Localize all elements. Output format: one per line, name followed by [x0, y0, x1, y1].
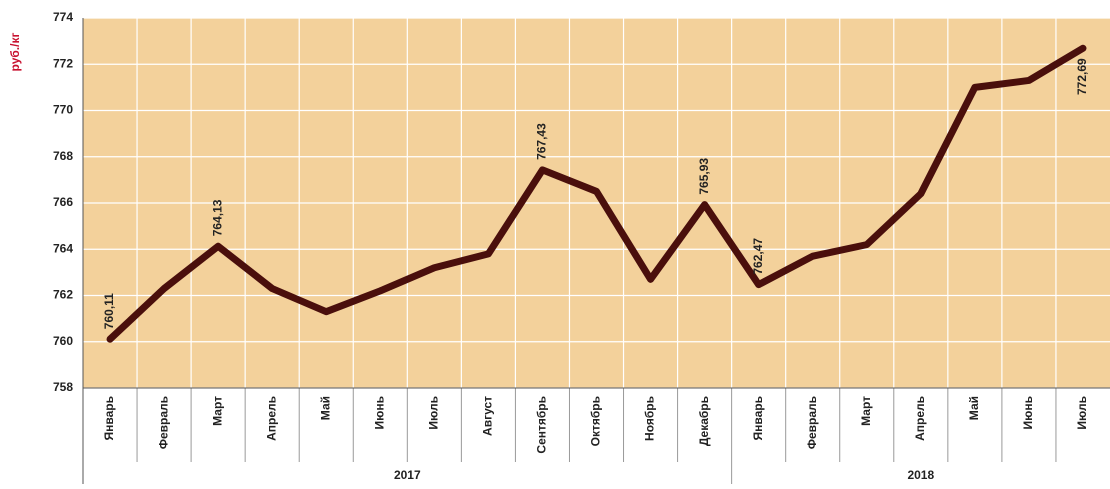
y-tick-label: 766: [53, 195, 73, 209]
data-label: 767,43: [535, 123, 549, 160]
x-tick-label: Декабрь: [697, 396, 711, 446]
data-label: 765,93: [697, 158, 711, 195]
x-tick-label: Июль: [1075, 396, 1089, 430]
x-tick-label: Апрель: [913, 396, 927, 441]
y-tick-label: 770: [53, 103, 73, 117]
year-label: 2017: [394, 468, 421, 482]
data-label: 764,13: [210, 199, 224, 236]
year-label: 2018: [907, 468, 934, 482]
x-tick-label: Апрель: [264, 396, 278, 441]
y-tick-label: 760: [53, 334, 73, 348]
x-tick-label: Май: [967, 396, 981, 420]
data-label: 772,69: [1075, 58, 1089, 95]
line: [106, 44, 1087, 343]
x-tick-label: Июнь: [1021, 396, 1035, 430]
x-tick-label: Февраль: [805, 396, 819, 449]
x-tick-label: Июль: [427, 396, 441, 430]
x-tick-label: Май: [318, 396, 332, 420]
data-label: 762,47: [751, 238, 765, 275]
data-label: 760,11: [102, 293, 116, 329]
y-tick-label: 772: [53, 56, 73, 70]
x-tick-label: Март: [859, 396, 873, 426]
x-tick-label: Июнь: [372, 396, 386, 430]
y-tick-label: 768: [53, 149, 73, 163]
y-tick-label: 758: [53, 380, 73, 394]
x-tick-label: Сентябрь: [535, 396, 549, 454]
x-tick-label: Январь: [102, 396, 116, 440]
y-axis-title: руб./кг: [8, 33, 22, 72]
x-tick-label: Январь: [751, 396, 765, 440]
x-tick-label: Март: [210, 396, 224, 426]
x-tick-label: Ноябрь: [643, 396, 657, 441]
x-tick-label: Август: [481, 396, 495, 436]
y-tick-label: 774: [53, 10, 73, 24]
y-tick-label: 762: [53, 288, 73, 302]
x-tick-label: Октябрь: [589, 396, 603, 446]
y-tick-label: 764: [53, 241, 73, 255]
x-tick-label: Февраль: [156, 396, 170, 449]
